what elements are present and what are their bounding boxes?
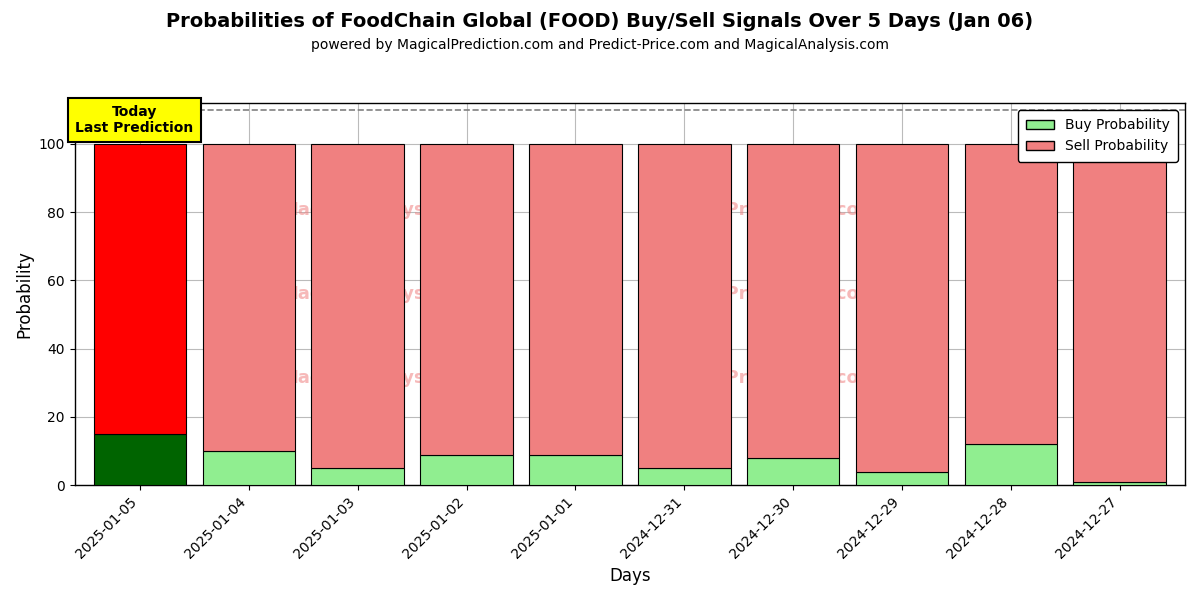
Bar [312, 144, 404, 468]
Bar [529, 144, 622, 455]
Bar [203, 144, 295, 451]
Bar [94, 434, 186, 485]
Text: MagicalPrediction.com: MagicalPrediction.com [648, 201, 878, 219]
Bar [312, 468, 404, 485]
Bar [965, 144, 1057, 444]
Text: MagicalAnalysis.com: MagicalAnalysis.com [281, 201, 491, 219]
Bar [638, 468, 731, 485]
Text: Today
Last Prediction: Today Last Prediction [76, 105, 193, 135]
Bar [529, 455, 622, 485]
Text: MagicalPrediction.com: MagicalPrediction.com [648, 285, 878, 303]
Bar [965, 444, 1057, 485]
Text: MagicalPrediction.com: MagicalPrediction.com [648, 369, 878, 387]
X-axis label: Days: Days [610, 567, 650, 585]
Bar [856, 472, 948, 485]
Bar [746, 458, 839, 485]
Bar [1074, 144, 1166, 482]
Text: MagicalAnalysis.com: MagicalAnalysis.com [281, 369, 491, 387]
Bar [746, 144, 839, 458]
Y-axis label: Probability: Probability [16, 250, 34, 338]
Text: powered by MagicalPrediction.com and Predict-Price.com and MagicalAnalysis.com: powered by MagicalPrediction.com and Pre… [311, 38, 889, 52]
Bar [203, 451, 295, 485]
Legend: Buy Probability, Sell Probability: Buy Probability, Sell Probability [1018, 110, 1178, 161]
Bar [638, 144, 731, 468]
Bar [1074, 482, 1166, 485]
Bar [856, 144, 948, 472]
Text: MagicalAnalysis.com: MagicalAnalysis.com [281, 285, 491, 303]
Bar [420, 144, 512, 455]
Bar [94, 144, 186, 434]
Text: Probabilities of FoodChain Global (FOOD) Buy/Sell Signals Over 5 Days (Jan 06): Probabilities of FoodChain Global (FOOD)… [167, 12, 1033, 31]
Bar [420, 455, 512, 485]
